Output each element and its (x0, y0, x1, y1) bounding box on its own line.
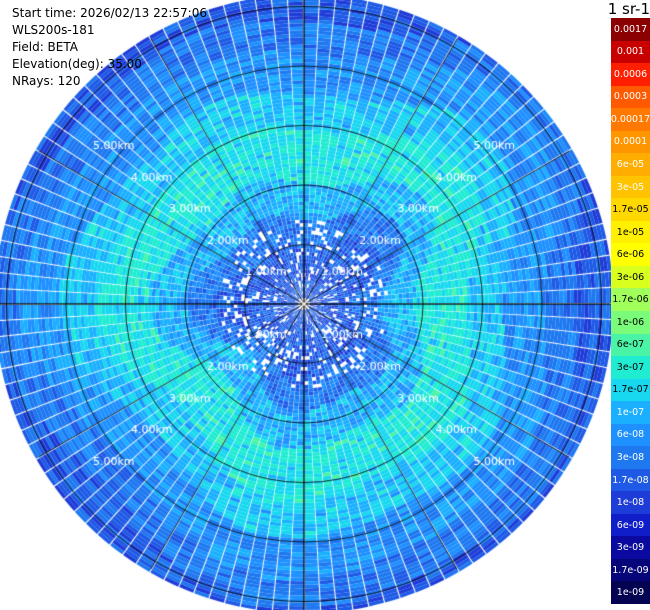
colorbar-tick: 6e-06 (611, 243, 650, 266)
colorbar-tick: 3e-08 (611, 446, 650, 469)
colorbar-tick: 0.00017 (611, 108, 650, 131)
elevation-label: Elevation(deg): 35.00 (12, 57, 142, 71)
colorbar-tick: 1.7e-07 (611, 378, 650, 402)
colorbar-tick: 1e-09 (611, 581, 650, 604)
colorbar-tick: 1.7e-05 (611, 198, 650, 221)
colorbar-tick: 3e-09 (611, 536, 650, 559)
colorbar-tick: 3e-06 (611, 265, 650, 289)
colorbar-tick: 1.7e-09 (611, 558, 650, 582)
colorbar-tick: 3e-05 (611, 175, 650, 199)
instrument-label: WLS200s-181 (12, 23, 95, 37)
colorbar-tick: 1.7e-06 (611, 288, 650, 311)
colorbar-tick: 0.0017 (611, 18, 650, 41)
colorbar-tick: 3e-07 (611, 356, 650, 379)
colorbar-tick: 0.001 (611, 40, 650, 64)
colorbar: 0.0017 0.001 0.0006 0.0003 0.00017 0.0001 6e-0… (611, 18, 650, 604)
colorbar-tick: 1e-07 (611, 401, 650, 424)
scan-info: Start time: 2026/02/13 22:57:06 WLS200s-… (12, 5, 207, 90)
colorbar-tick: 6e-08 (611, 423, 650, 447)
colorbar-tick: 1e-06 (611, 311, 650, 334)
colorbar-tick: 1e-08 (611, 491, 650, 514)
colorbar-tick: 6e-09 (611, 513, 650, 537)
colorbar-tick: 6e-05 (611, 153, 650, 176)
field-label: Field: BETA (12, 40, 78, 54)
colorbar-tick: 0.0003 (611, 85, 650, 109)
colorbar-tick: 0.0006 (611, 63, 650, 86)
colorbar-tick: 1e-05 (611, 220, 650, 244)
colorbar-tick: 6e-07 (611, 333, 650, 357)
nrays-label: NRays: 120 (12, 74, 81, 88)
colorbar-title: m-1 sr-1 (608, 0, 650, 18)
start-time-label: Start time: 2026/02/13 22:57:06 (12, 6, 207, 20)
colorbar-tick: 1.7e-08 (611, 468, 650, 492)
colorbar-tick: 0.0001 (611, 130, 650, 154)
